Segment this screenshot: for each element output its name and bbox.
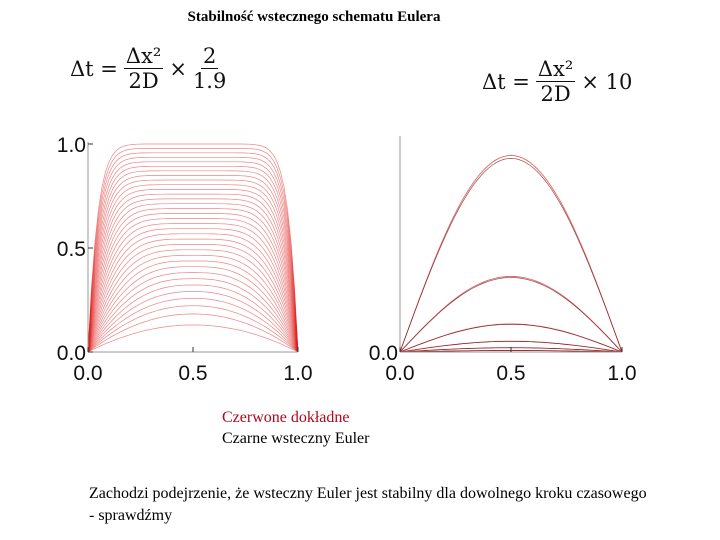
left-plot: 0.0 0.5 1.0 0.0 0.5 1.0 [57,134,313,385]
exact-curve [87,175,299,353]
exact-curve [87,266,299,353]
page-title: Stabilność wstecznego schematu Eulera [187,9,441,25]
exact-curve [87,165,299,353]
euler-curve [399,341,623,353]
exact-curve [87,260,299,353]
formula-right-num: Δx² [535,57,576,83]
formula-right-fraction: Δx² 2D [535,57,576,107]
formula-right: Δt = Δx² 2D × 10 [482,58,632,105]
formula-left-times: × [169,56,187,81]
exact-curve [87,152,299,353]
left-curves [87,143,299,353]
exact-curve [87,189,299,353]
exact-curve [87,143,299,353]
euler-curve [399,158,623,353]
exact-curve [87,238,299,353]
exact-curve [87,278,299,353]
right-plot: 0.00.0 0.5 1.0 [369,136,637,385]
exact-curve [87,228,299,353]
left-x-tick-label: 1.0 [283,362,312,385]
formula-left-lhs: Δt = [70,56,118,81]
exact-curve [87,223,299,353]
exact-curve [87,179,299,353]
formula-left-num: Δx² [123,44,164,70]
exact-curve [87,272,299,353]
right-x-tick-label: 0.5 [496,362,525,385]
exact-curve [399,154,623,353]
exact-curve [399,275,623,353]
exact-curve [87,203,299,353]
left-x-tick-label: 0.0 [73,362,102,385]
exact-curve [87,298,299,353]
formula-right-times: × 10 [581,69,633,94]
exact-curve [87,213,299,353]
exact-curve [87,254,299,353]
exact-curve [87,284,299,353]
formula-left-den: 2D [128,69,159,94]
exact-curve [87,233,299,353]
exact-curve [87,208,299,353]
legend-exact: Czerwone dokładne [222,409,350,426]
exact-curve [87,161,299,353]
formula-left: Δt = Δx² 2D × 2 1.9 [70,45,226,92]
formula-left-num2: 2 [200,44,219,70]
left-x-tick-label: 0.5 [178,362,207,385]
right-curves [399,154,623,353]
note-text: Zachodzi podejrzenie, że wsteczny Euler … [89,485,647,524]
exact-curve [87,305,299,353]
exact-curve [87,193,299,353]
left-y-tick-label: 0.0 [57,342,86,365]
formula-left-den2: 1.9 [192,69,227,94]
right-x-tick-label: 1.0 [607,362,636,385]
left-y-tick-label: 1.0 [57,134,86,157]
formula-right-den: 2D [540,82,571,107]
right-y-tick-label: 0.0 [369,342,398,365]
legend: Czerwone dokładne Czarne wsteczny Euler [222,407,369,449]
formula-left-fraction-1: Δx² 2D [123,44,164,94]
exact-curve [87,291,299,353]
exact-curve [87,156,299,353]
exact-curve [87,218,299,353]
exact-curve [87,198,299,353]
exact-curve [87,324,299,353]
exact-curve [87,249,299,353]
exact-curve [87,184,299,353]
exact-curve [87,148,299,353]
exact-curve [87,244,299,353]
euler-curve [399,277,623,353]
exact-curve [87,313,299,353]
right-x-tick-label: 0.0 [385,362,414,385]
legend-euler: Czarne wsteczny Euler [222,430,370,447]
exact-curve [87,170,299,353]
left-y-tick-label: 0.5 [57,238,86,261]
euler-curve [399,323,623,353]
formula-right-lhs: Δt = [482,69,530,94]
formula-left-fraction-2: 2 1.9 [193,45,226,92]
